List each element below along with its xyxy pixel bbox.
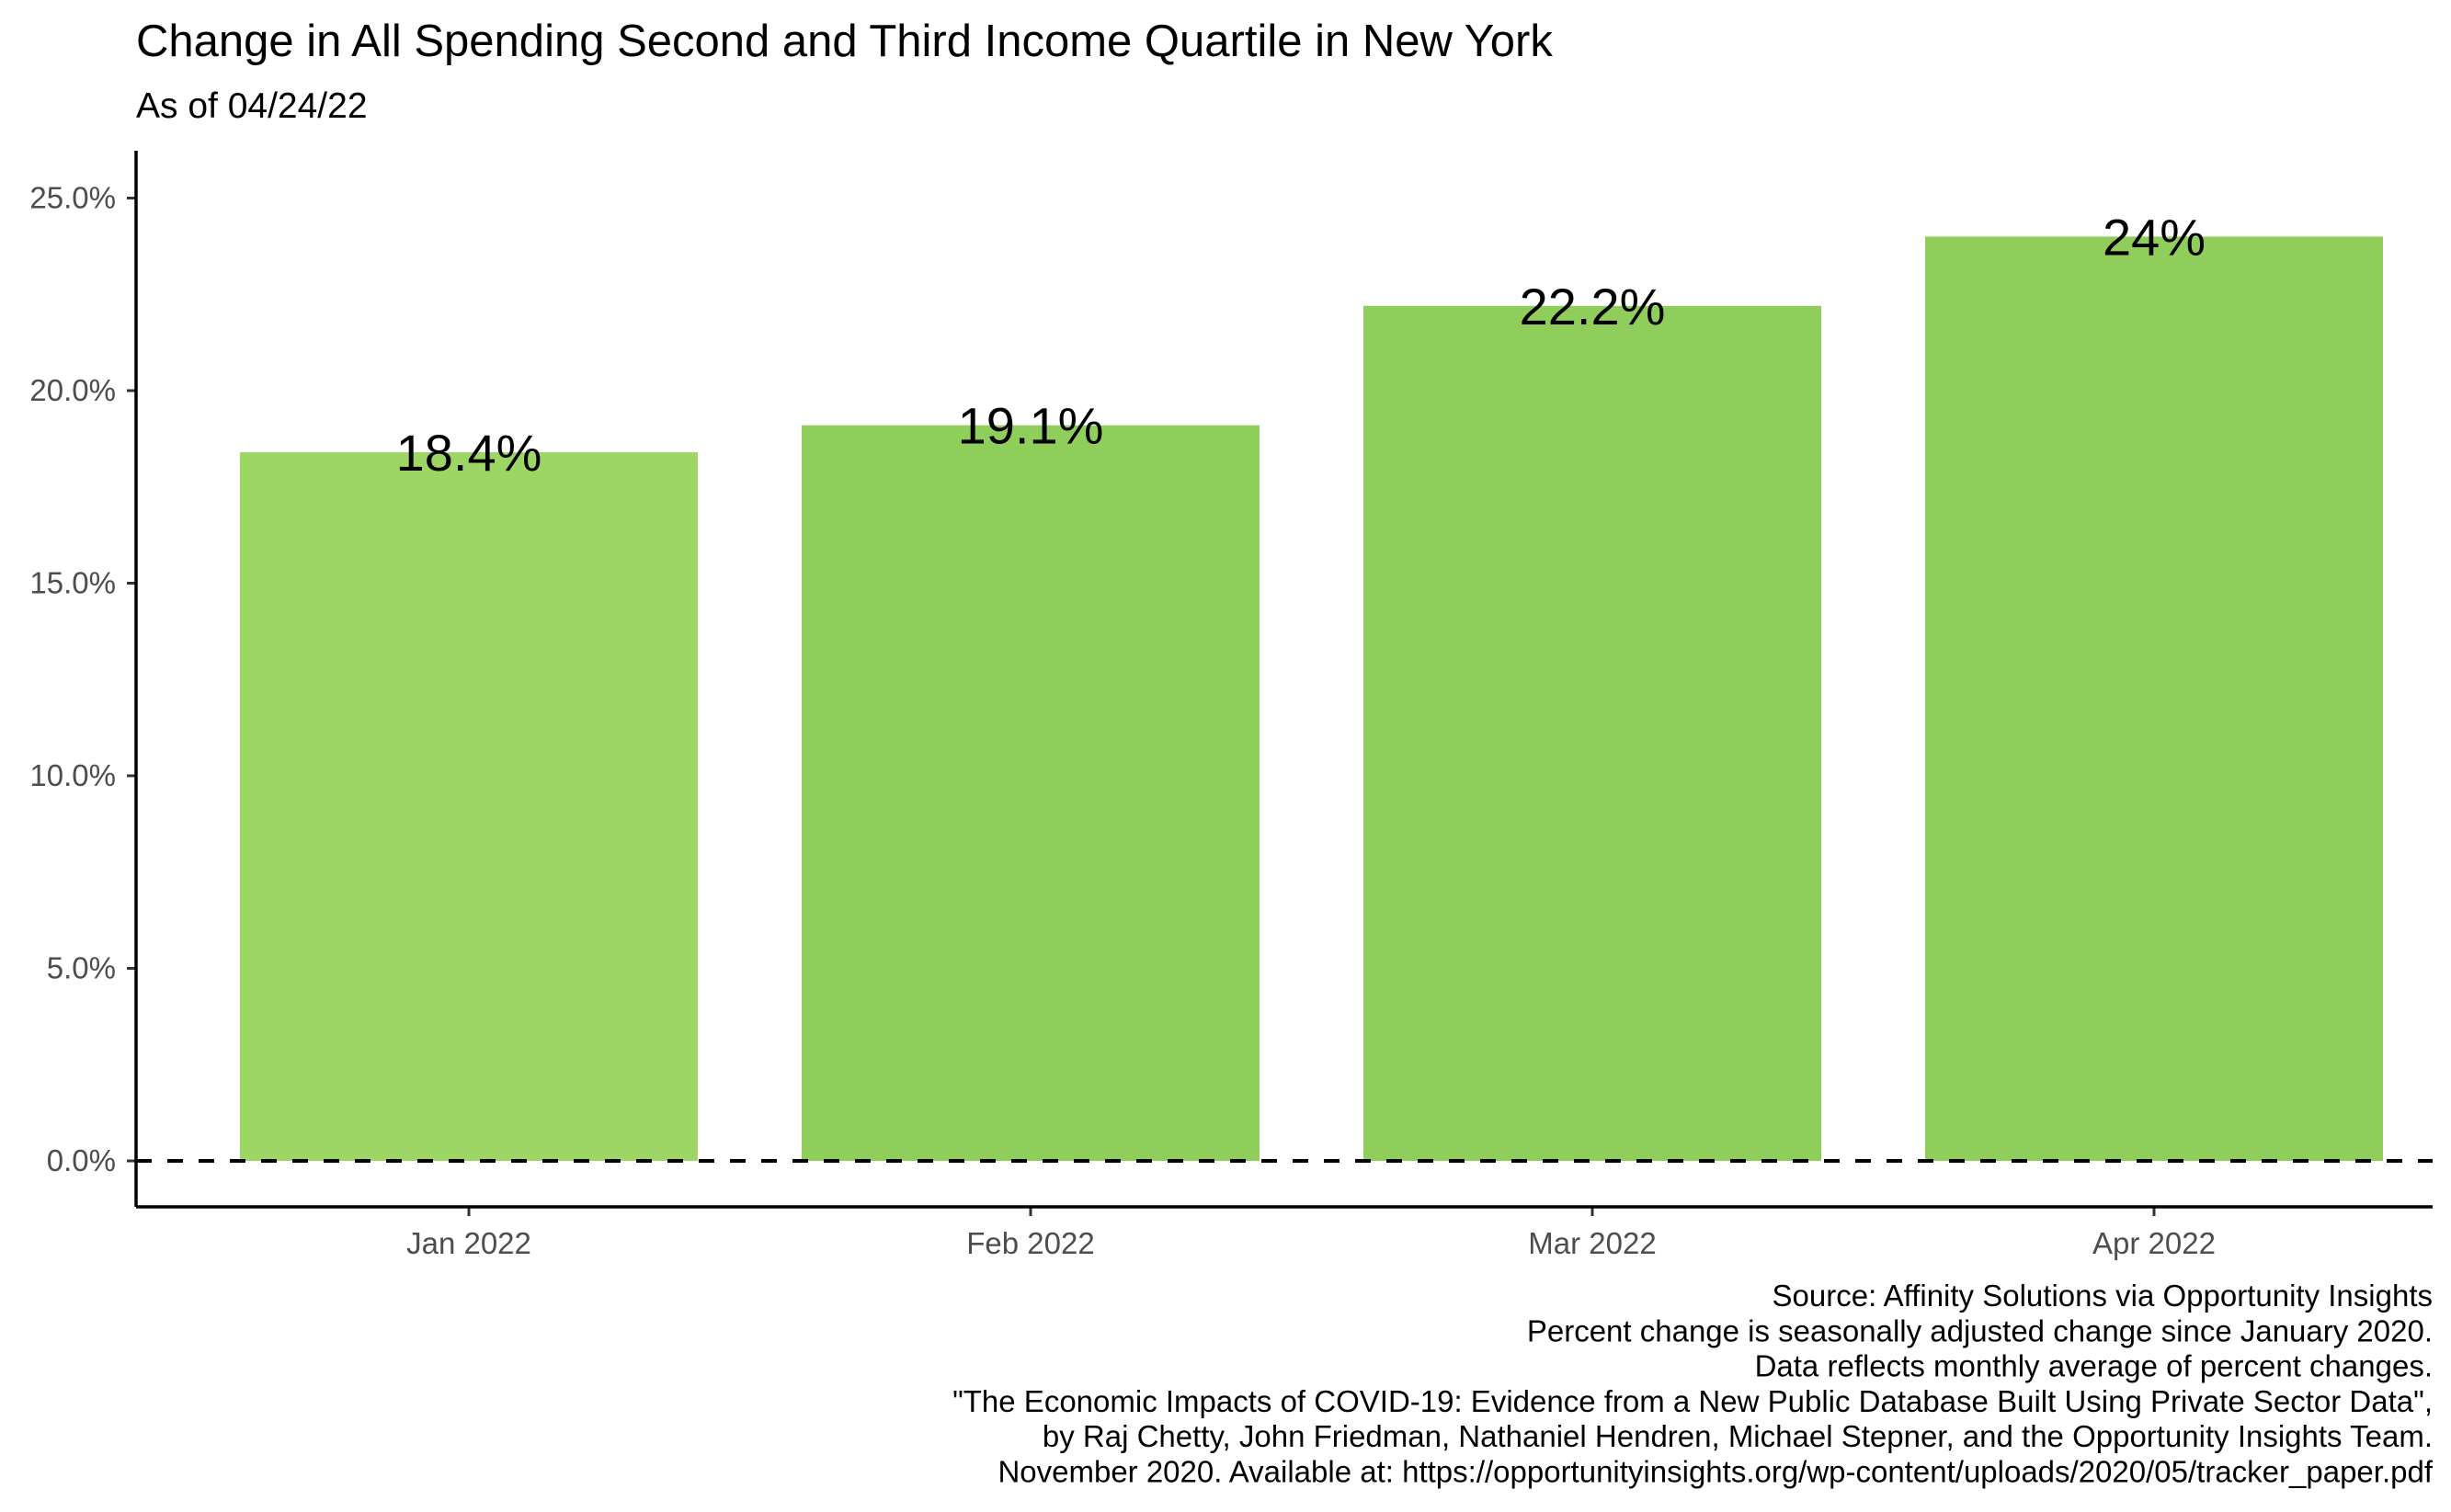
- y-tick-label: 15.0%: [29, 566, 116, 600]
- x-tick-label: Jan 2022: [406, 1226, 531, 1260]
- bar-data-label: 24%: [2103, 208, 2206, 266]
- y-tick-label: 0.0%: [47, 1143, 116, 1177]
- bar: [240, 452, 698, 1161]
- chart-caption: Source: Affinity Solutions via Opportuni…: [952, 1279, 2434, 1489]
- caption-line: by Raj Chetty, John Friedman, Nathaniel …: [1043, 1419, 2433, 1453]
- caption-line: Source: Affinity Solutions via Opportuni…: [1773, 1279, 2433, 1313]
- x-tick-label: Mar 2022: [1528, 1226, 1656, 1260]
- chart-subtitle: As of 04/24/22: [136, 86, 368, 126]
- bar-data-label: 22.2%: [1520, 278, 1666, 335]
- caption-line: Percent change is seasonally adjusted ch…: [1527, 1313, 2433, 1347]
- y-tick-label: 10.0%: [29, 758, 116, 792]
- y-tick-label: 5.0%: [47, 951, 116, 985]
- y-tick-label: 25.0%: [29, 181, 116, 215]
- bar: [1363, 305, 1821, 1161]
- caption-line: November 2020. Available at: https://opp…: [998, 1455, 2433, 1489]
- caption-line: Data reflects monthly average of percent…: [1755, 1349, 2433, 1383]
- caption-line: "The Economic Impacts of COVID-19: Evide…: [952, 1384, 2433, 1418]
- y-tick-label: 20.0%: [29, 373, 116, 407]
- bar: [802, 425, 1260, 1162]
- x-tick-label: Apr 2022: [2092, 1226, 2216, 1260]
- x-tick-label: Feb 2022: [966, 1226, 1094, 1260]
- bar-data-label: 18.4%: [396, 424, 542, 482]
- bar: [1925, 236, 2383, 1161]
- bar-data-label: 19.1%: [958, 397, 1104, 455]
- chart-title: Change in All Spending Second and Third …: [136, 17, 1553, 66]
- plot-area: 0.0% 5.0% 10.0% 15.0% 20.0% 25.0% 18.4% Jan 202…: [29, 151, 2433, 1260]
